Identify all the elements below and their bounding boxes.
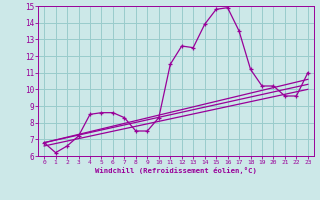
X-axis label: Windchill (Refroidissement éolien,°C): Windchill (Refroidissement éolien,°C) <box>95 167 257 174</box>
